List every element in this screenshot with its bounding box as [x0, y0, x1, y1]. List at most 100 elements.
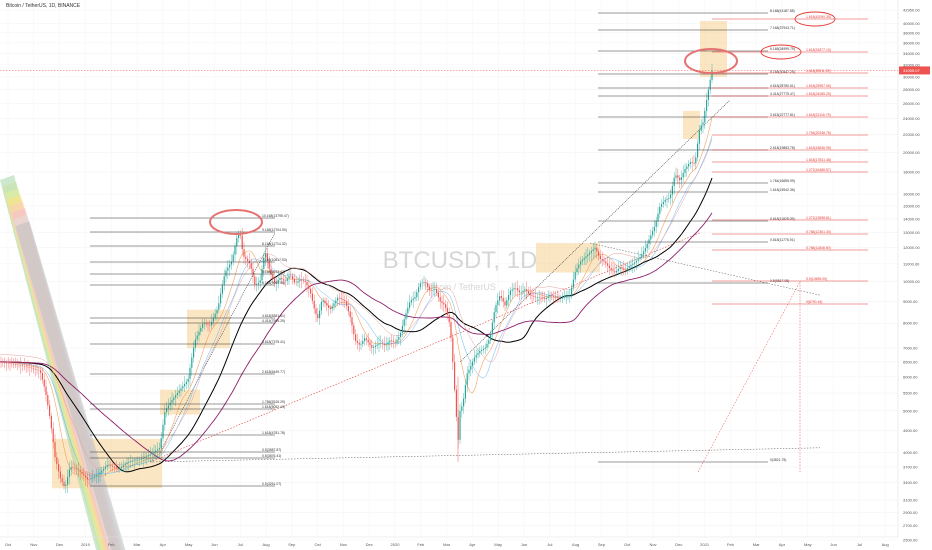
candle-body [371, 345, 373, 348]
time-tick-label: Mar [134, 542, 142, 547]
candle-body [670, 194, 672, 199]
candle-body [533, 295, 535, 297]
price-tick-label: 36000.00 [903, 40, 920, 45]
candle-body [4, 362, 6, 363]
candle-body [61, 478, 63, 483]
candle-body [194, 339, 196, 348]
fib-right-black-label: 4.414(27775.47) [770, 92, 795, 96]
candle-body [635, 260, 637, 263]
candle-body [542, 297, 544, 299]
candle-body [365, 338, 367, 340]
candle-body [5, 362, 7, 364]
candle-body [499, 296, 501, 301]
candle-body [641, 254, 643, 258]
candle-body [9, 363, 11, 364]
candle-body [49, 405, 51, 416]
candle-body [691, 162, 693, 163]
trend-line-support [149, 232, 701, 463]
candle-body [396, 339, 398, 343]
price-tick-label: 40000.00 [903, 21, 920, 26]
candle-body [110, 464, 112, 466]
candle-body [25, 366, 27, 367]
candle-body [698, 130, 700, 144]
candle-body [382, 343, 384, 345]
trend-line-triangle [697, 281, 801, 473]
candle-body [700, 124, 702, 131]
fib-left-label: 4.414(7995.29) [262, 319, 285, 323]
candle-body [572, 279, 574, 288]
candle-body [337, 297, 339, 301]
candle-body [697, 143, 699, 158]
symbol-title: Bitcoin / TetherUS, 1D, BINANCE [6, 3, 81, 9]
fib-right-red-label: 1.618(25957.56) [806, 84, 831, 88]
candle-body [659, 206, 661, 214]
candle-body [146, 456, 148, 458]
candle-body [666, 198, 668, 200]
candle-body [76, 468, 78, 470]
candle-body [702, 122, 704, 125]
candle-body [446, 307, 448, 315]
time-tick-label: Aug [882, 542, 889, 547]
candle-body [437, 293, 439, 298]
candle-body [160, 438, 162, 449]
fib-right-red-label: 0.786(11848.50) [806, 246, 831, 250]
candle-body [333, 303, 335, 307]
candle-body [0, 361, 2, 363]
candle-body [383, 344, 385, 346]
candle-body [470, 365, 472, 370]
time-tick-label: Jun [521, 542, 527, 547]
candle-body [79, 469, 81, 472]
time-axis[interactable]: Oct Nov Dec 2019 Feb Mar Apr May Jun Jul Aug Sep Oct… [0, 536, 898, 547]
candle-body [220, 293, 222, 304]
candle-body [540, 297, 542, 298]
time-tick-label: Jul [238, 542, 243, 547]
candle-body [283, 279, 285, 281]
candle-body [140, 458, 142, 460]
candle-body [86, 477, 88, 480]
candle-body [599, 255, 601, 260]
candle-body [574, 272, 576, 280]
candle-body [302, 280, 304, 282]
price-tick-label: 32000.00 [903, 62, 920, 67]
time-tick-label: May [804, 542, 812, 547]
candle-body [529, 293, 531, 296]
candle-body [472, 361, 474, 366]
candle-body [477, 352, 479, 355]
trend-line-resistance [589, 242, 821, 296]
candle-body [144, 457, 146, 458]
candle-body [18, 364, 20, 366]
candle-body [443, 302, 445, 305]
candle-body [587, 254, 589, 257]
fib-left-label: 10.168(13795.47) [262, 214, 289, 218]
candle-body [164, 412, 166, 425]
candle-body [310, 288, 312, 294]
candle-body [252, 268, 254, 277]
candle-body [212, 317, 214, 322]
candle-body [562, 297, 564, 299]
price-tick-label: 13000.00 [903, 230, 920, 235]
candle-body [428, 286, 430, 291]
candle-body [648, 239, 650, 244]
candle-body [607, 263, 609, 266]
price-tick-label: 4500.00 [903, 428, 918, 433]
candle-body [427, 283, 429, 287]
time-tick-label: Oct [624, 542, 631, 547]
candle-body [59, 471, 61, 479]
candle-body [83, 473, 85, 476]
price-tick-label: 6500.00 [903, 359, 918, 364]
candle-body [488, 340, 490, 344]
candle-body [563, 295, 565, 298]
fib-right-red-label: 0(8790.16) [806, 300, 822, 304]
candle-body [263, 257, 265, 269]
price-tick-label: 11000.00 [903, 261, 920, 266]
fib-right-black-label: 4.618(28780.61) [770, 84, 795, 88]
price-tick-label: 8000.00 [903, 321, 918, 326]
candle-body [455, 389, 457, 417]
candle-body [288, 275, 290, 279]
time-tick-label: Nov [30, 542, 37, 547]
candle-body [47, 395, 49, 406]
candle-body [430, 290, 432, 291]
candle-body [376, 344, 378, 346]
